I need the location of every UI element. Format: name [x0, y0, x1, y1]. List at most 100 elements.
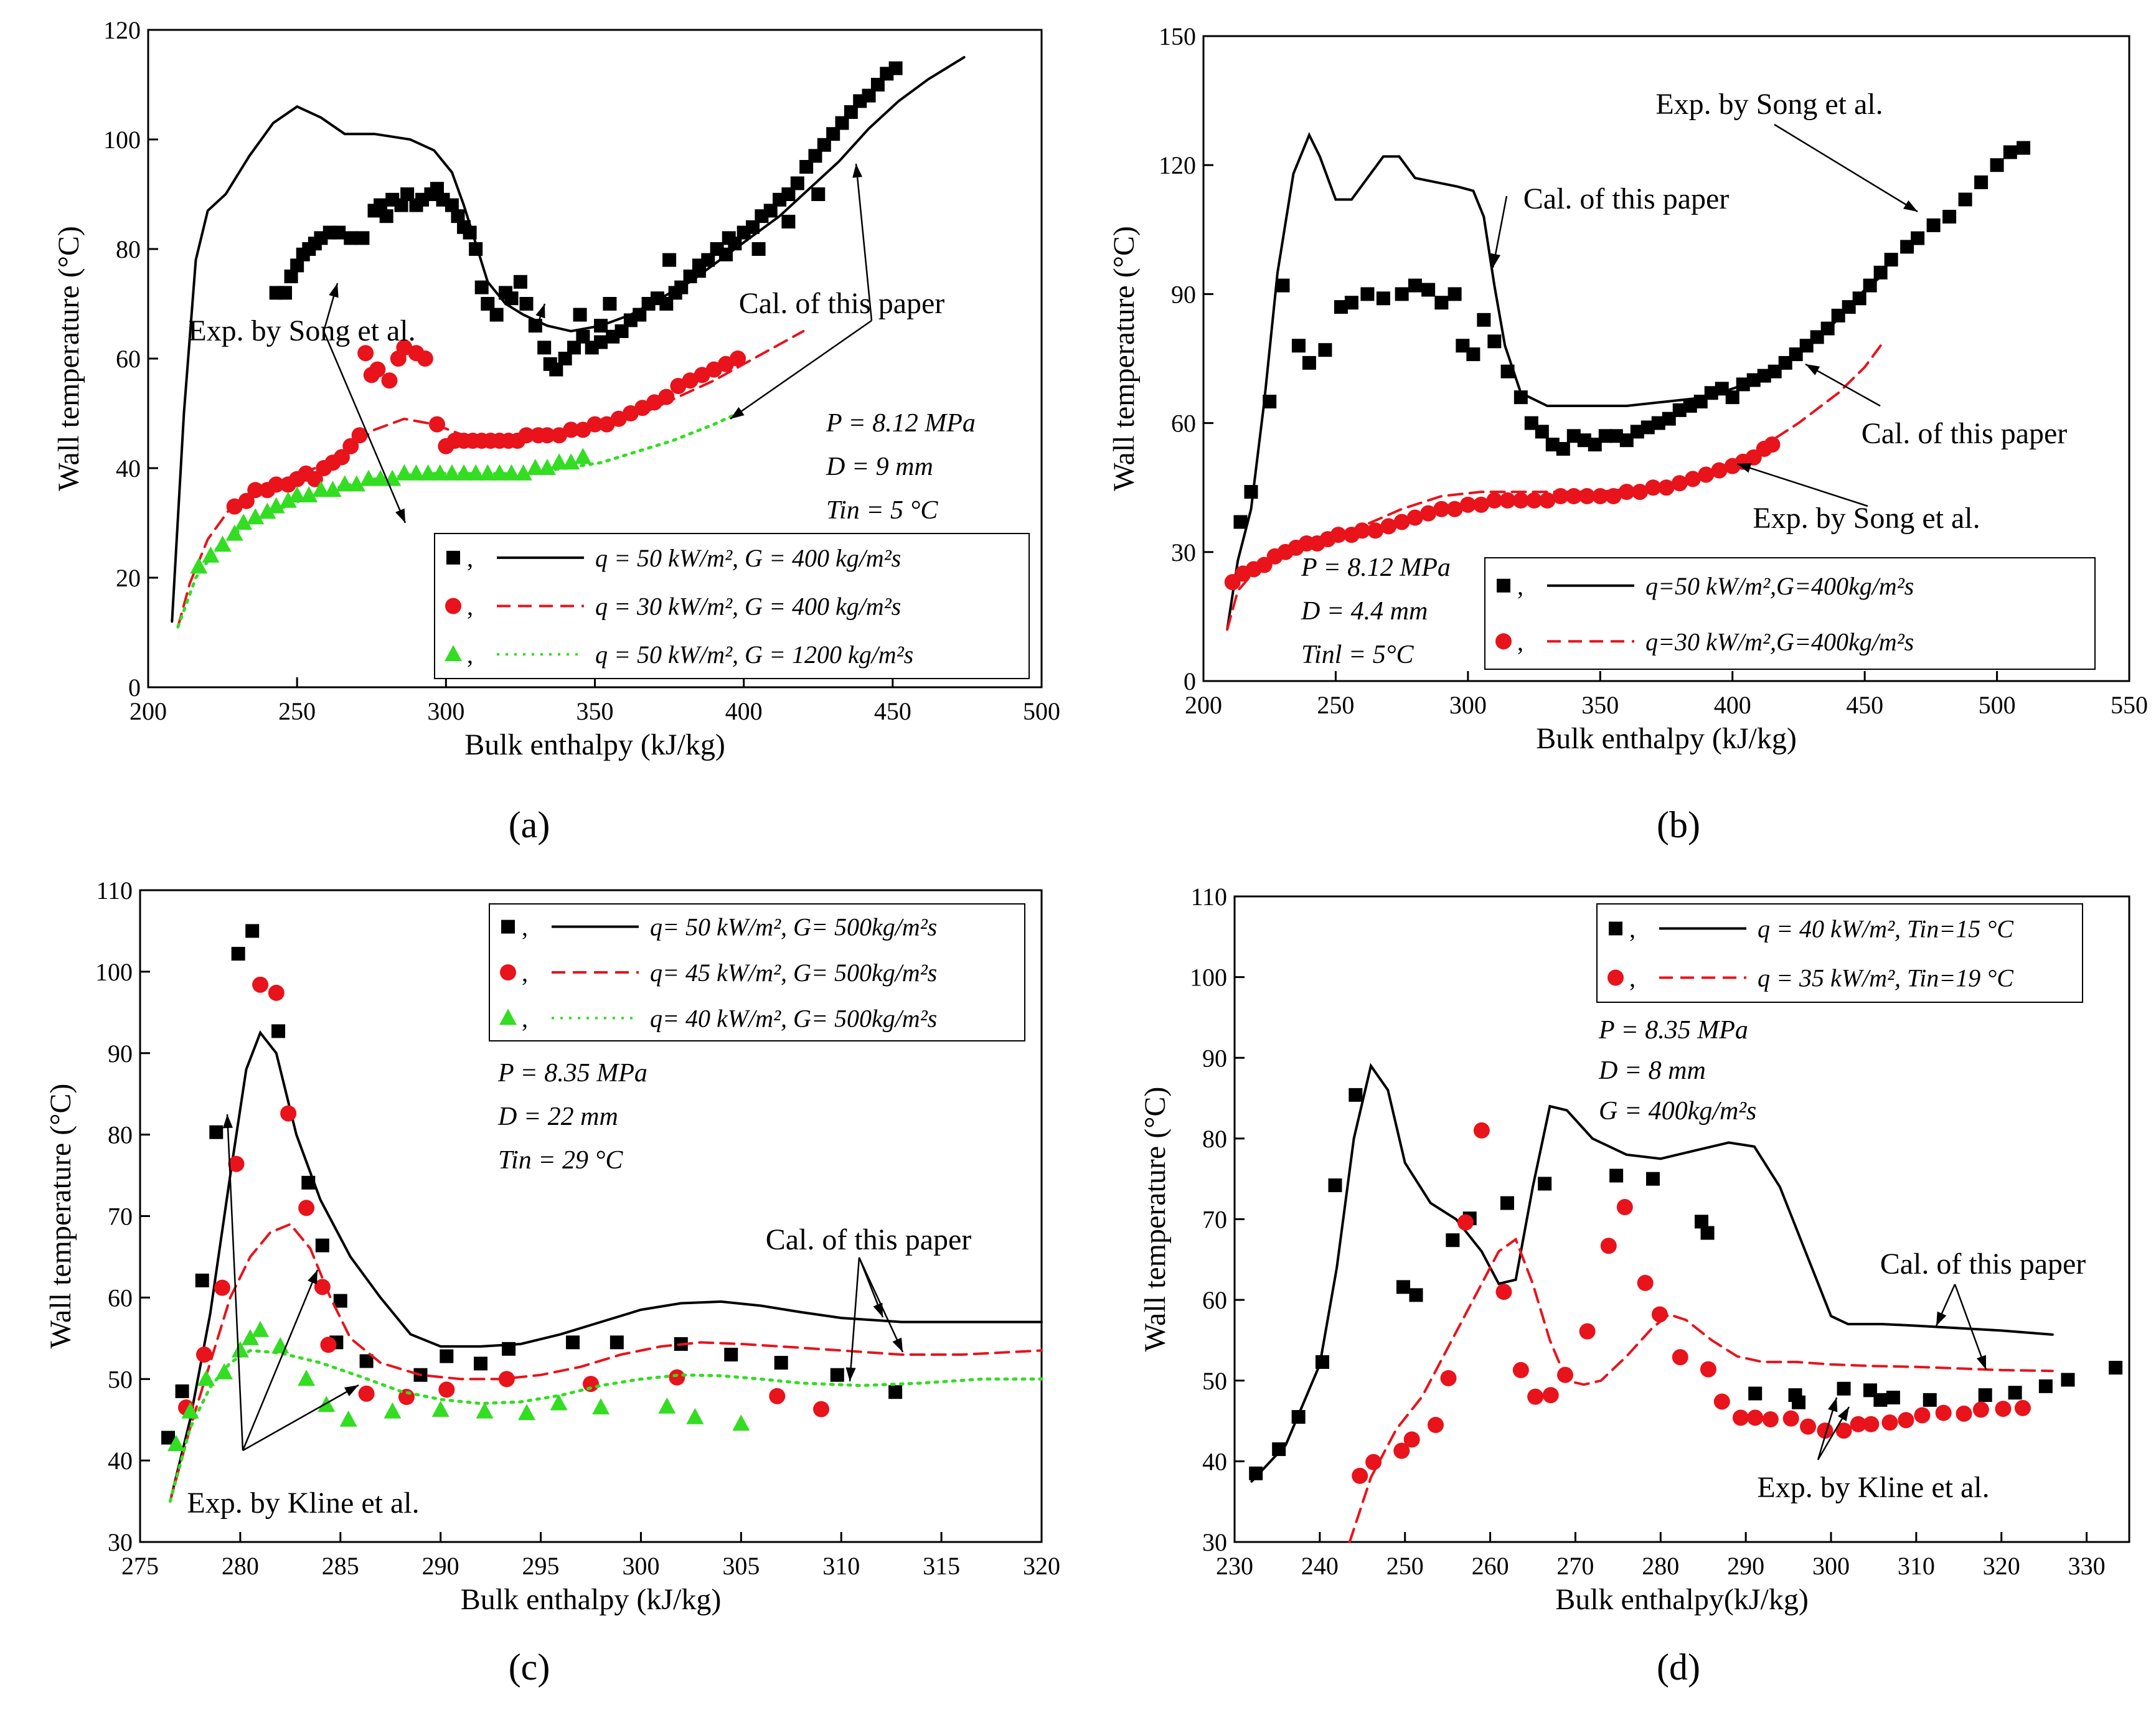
data-point: [1958, 192, 1972, 207]
data-point: [1512, 492, 1529, 509]
annotation-arrowhead: [1828, 1398, 1838, 1412]
data-point: [1972, 1401, 1989, 1418]
annotation-arrowhead: [395, 508, 405, 523]
annotation-arrow: [1954, 1284, 1987, 1370]
data-point: [333, 1294, 347, 1308]
data-point: [1873, 265, 1888, 280]
x-tick-label: 300: [622, 1552, 659, 1580]
panel-a: (a) 200 250 300 350 400 450 500 0 20 40 60 80 100 120 B…: [52, 16, 1060, 845]
legend-item: , q= 50 kW/m², G= 500kg/m²s: [501, 913, 937, 941]
annotation-arrowhead: [535, 304, 545, 319]
y-tick-label: 90: [1171, 280, 1196, 308]
data-point: [659, 297, 674, 311]
legend-comma: ,: [467, 593, 473, 621]
data-point: [1393, 514, 1410, 530]
data-point: [1619, 433, 1634, 448]
data-point: [1233, 515, 1248, 529]
data-point: [1495, 1284, 1512, 1300]
annotation-arrowhead: [873, 1302, 883, 1317]
data-point: [1344, 296, 1358, 310]
y-tick-label: 50: [1202, 1367, 1227, 1395]
data-point: [1579, 1323, 1596, 1340]
legend-item: , q = 50 kW/m², G = 1200 kg/m²s: [445, 641, 913, 669]
data-point: [592, 1398, 610, 1415]
series-line: [1226, 132, 1882, 631]
panel-c: (c) 275 280 285 290 295 300 305 310 315 320 30 40 50 6…: [44, 877, 1060, 1688]
data-point: [746, 220, 760, 234]
x-tick-label: 350: [1581, 691, 1619, 719]
annotation-label: Exp. by Song et al.: [1655, 88, 1883, 121]
annotation-arrowhead: [852, 164, 863, 178]
data-point: [692, 264, 706, 278]
series-line: [1250, 1063, 2054, 1483]
data-point: [567, 341, 581, 355]
data-point: [813, 1401, 830, 1417]
data-point: [1302, 355, 1316, 370]
data-point: [658, 1397, 676, 1414]
y-tick-label: 0: [128, 674, 141, 702]
data-point: [1935, 1404, 1952, 1421]
y-tick-label: 110: [1190, 883, 1227, 911]
data-point: [1630, 425, 1644, 439]
data-point: [870, 78, 885, 92]
data-point: [268, 984, 285, 1001]
data-point: [558, 352, 572, 365]
series-s1c: [169, 1030, 1043, 1503]
data-point: [1651, 416, 1665, 430]
data-point: [1662, 411, 1676, 426]
parameter-text: Tin = 29 °C: [498, 1146, 623, 1175]
y-tick-label: 80: [1202, 1125, 1227, 1153]
legend-item: , q = 50 kW/m², G = 400 kg/m²s: [446, 544, 901, 572]
data-point: [549, 362, 563, 377]
x-axis-label: Bulk enthalpy(kJ/kg): [1555, 1583, 1809, 1616]
y-tick-label: 80: [108, 1121, 133, 1149]
data-point: [476, 1402, 494, 1419]
data-point: [1672, 403, 1687, 417]
data-point: [1477, 313, 1491, 327]
data-point: [614, 324, 629, 338]
data-point: [1487, 334, 1502, 349]
data-point: [724, 1347, 738, 1361]
x-tick-label: 285: [322, 1552, 359, 1580]
data-point: [1249, 1466, 1263, 1480]
data-point: [1923, 1393, 1937, 1407]
data-point: [1609, 921, 1622, 936]
data-point: [440, 1349, 454, 1363]
data-point: [1396, 1280, 1410, 1294]
data-point: [359, 1354, 374, 1368]
series-s1c: [1250, 1063, 2054, 1483]
x-tick-label: 315: [923, 1552, 960, 1580]
data-point: [1881, 1414, 1898, 1431]
data-point: [1545, 438, 1560, 452]
legend-label: q= 50 kW/m², G= 500kg/m²s: [650, 913, 937, 941]
data-point: [1700, 1226, 1715, 1240]
data-point: [1512, 1361, 1529, 1378]
x-tick-label: 450: [1846, 691, 1883, 719]
legend-label: q=30 kW/m²,G=400kg/m²s: [1645, 627, 1914, 656]
data-point: [513, 275, 527, 289]
x-tick-label: 260: [1472, 1552, 1509, 1580]
data-point: [2109, 1361, 2123, 1375]
data-point: [830, 1368, 844, 1382]
y-tick-label: 60: [108, 1284, 133, 1312]
y-tick-label: 20: [116, 564, 141, 592]
annotation-label: Cal. of this paper: [1523, 182, 1730, 215]
data-point: [498, 1371, 515, 1388]
data-point: [1886, 1390, 1900, 1404]
legend-item: , q=30 kW/m²,G=400kg/m²s: [1495, 627, 1914, 656]
data-point: [1500, 364, 1515, 378]
data-point: [1360, 287, 1375, 301]
y-tick-label: 120: [103, 16, 141, 44]
y-tick-label: 40: [1202, 1447, 1227, 1475]
data-point: [1990, 158, 2004, 172]
data-point: [1535, 425, 1549, 439]
x-tick-label: 330: [2068, 1552, 2106, 1580]
parameter-text: D = 9 mm: [826, 453, 933, 481]
data-point: [1850, 1416, 1866, 1432]
data-point: [1244, 485, 1258, 499]
data-point: [811, 187, 826, 201]
x-tick-label: 275: [121, 1552, 159, 1580]
data-point: [1495, 633, 1512, 650]
data-point: [1527, 1388, 1544, 1405]
data-point: [701, 253, 715, 267]
